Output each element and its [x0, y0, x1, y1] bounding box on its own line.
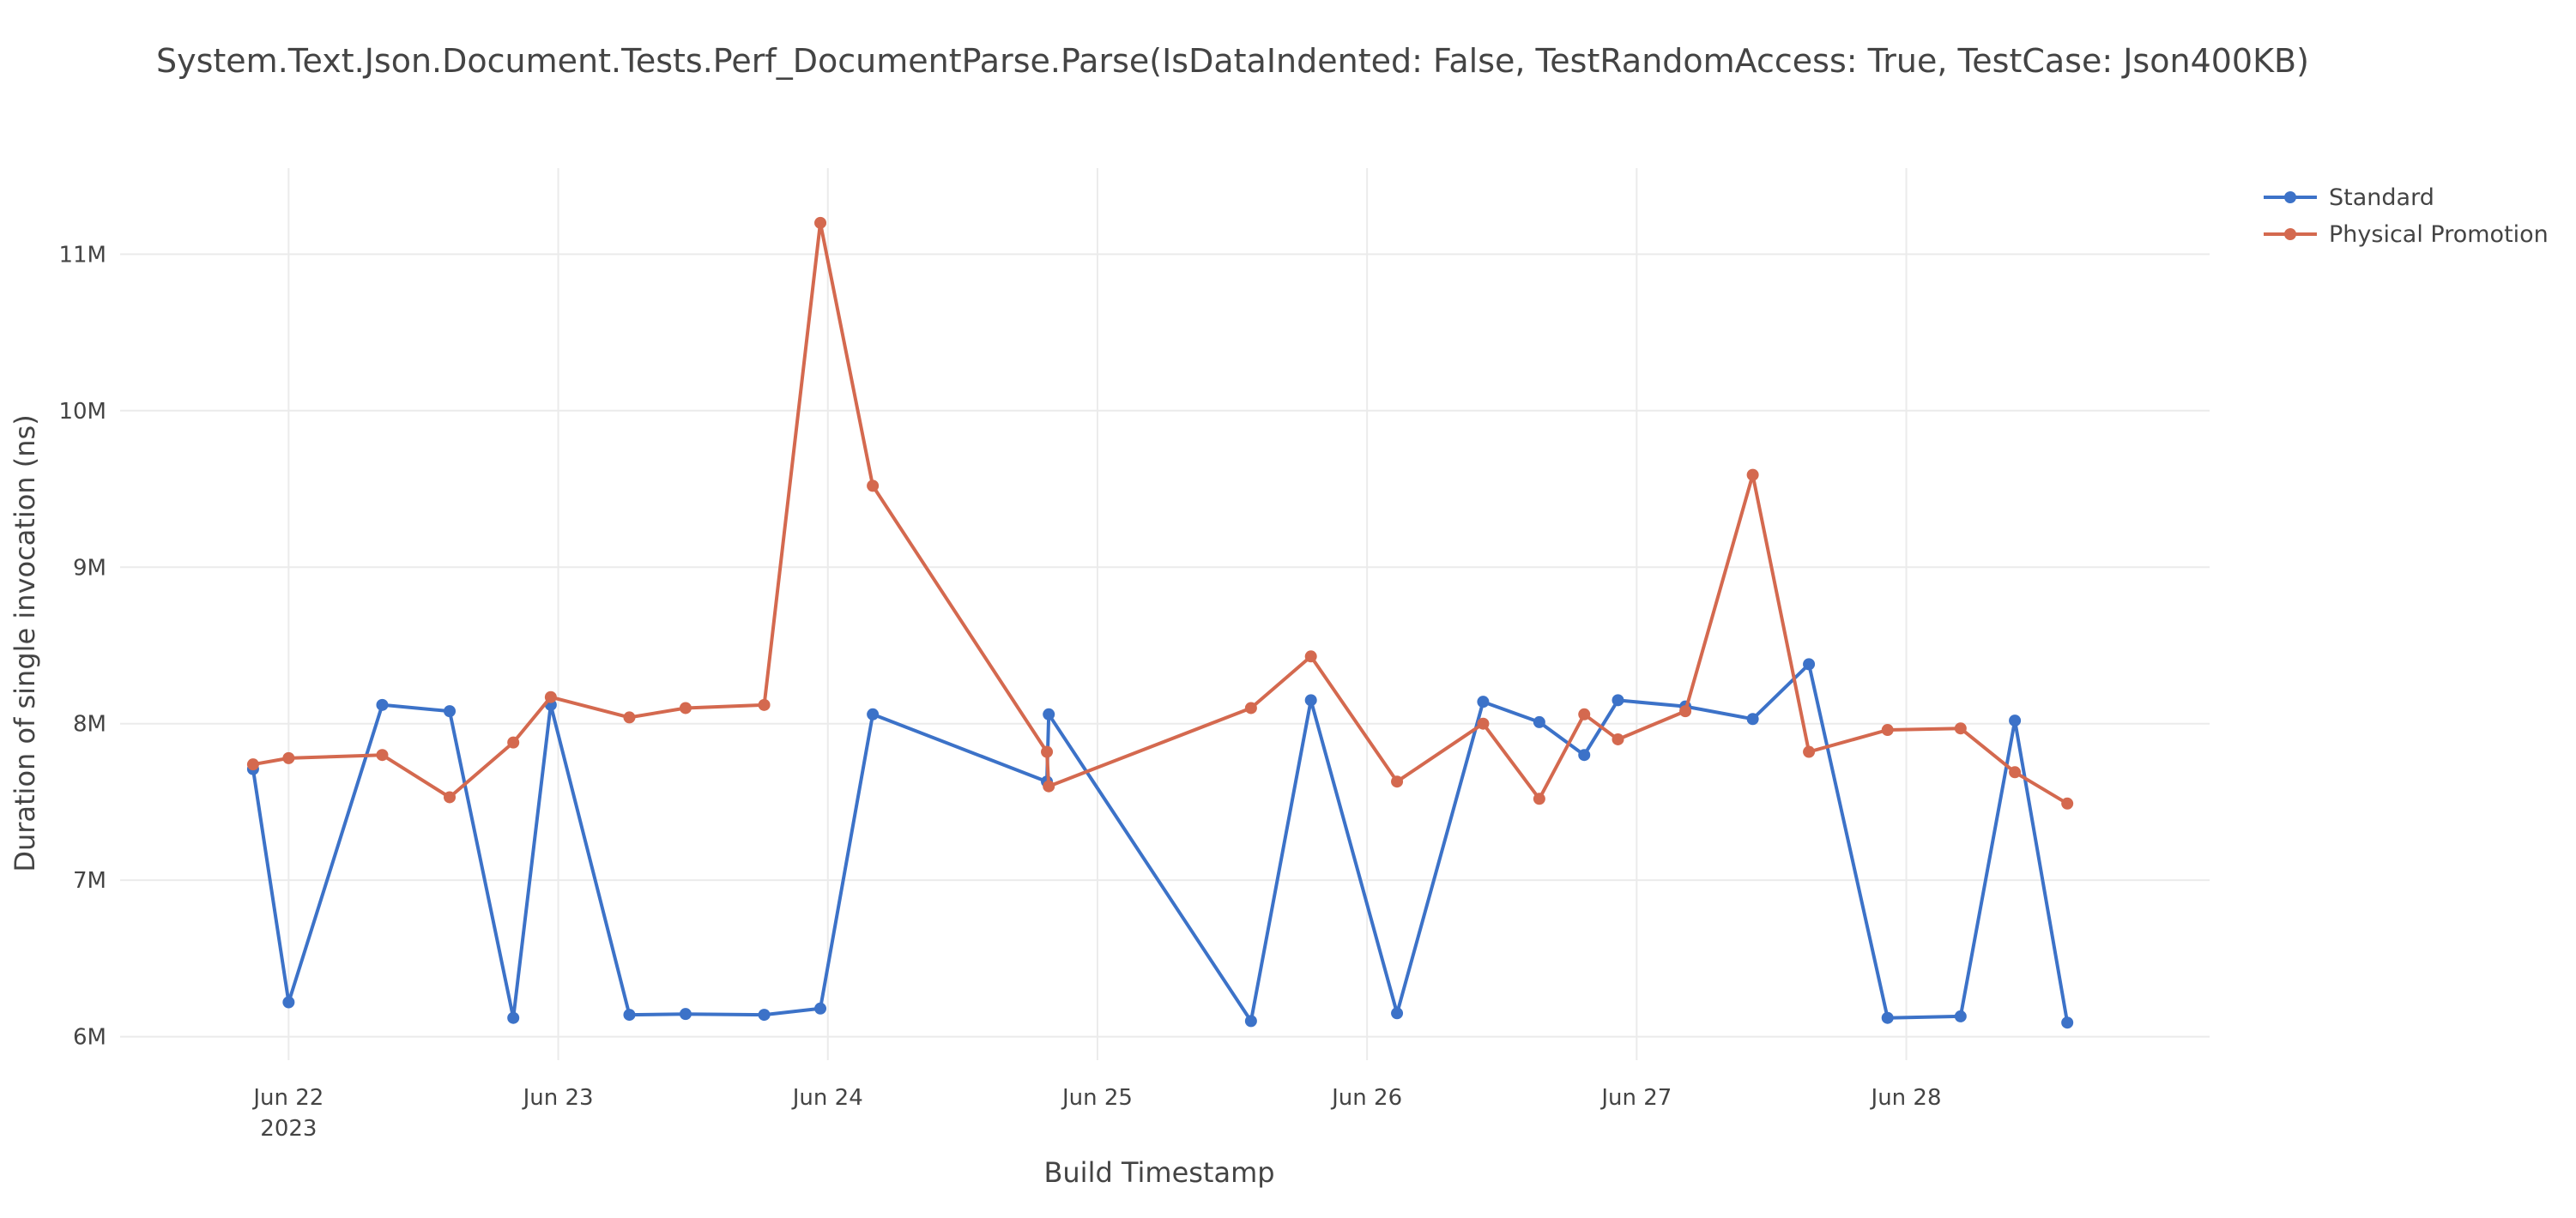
data-point[interactable]	[1043, 780, 1055, 793]
data-point[interactable]	[444, 705, 457, 718]
legend-marker-icon	[2284, 228, 2296, 240]
data-point[interactable]	[1746, 468, 1759, 481]
data-point[interactable]	[1803, 745, 1816, 758]
legend-item[interactable]: Physical Promotion	[2264, 221, 2549, 248]
data-point[interactable]	[1041, 745, 1054, 758]
data-point[interactable]	[1954, 722, 1967, 735]
data-point[interactable]	[679, 1008, 692, 1021]
x-tick-label: Jun 26	[1330, 1085, 1402, 1111]
y-tick-label: 6M	[73, 1025, 106, 1051]
legend-marker-icon	[2284, 191, 2296, 203]
series-standard	[246, 658, 2074, 1029]
data-point[interactable]	[1803, 658, 1816, 671]
data-point[interactable]	[507, 1011, 520, 1024]
x-tick-sublabel: 2023	[260, 1116, 317, 1142]
series-line	[251, 662, 2070, 1023]
y-tick-label: 7M	[73, 868, 106, 894]
data-point[interactable]	[444, 791, 457, 804]
data-point[interactable]	[814, 1002, 827, 1015]
data-point[interactable]	[282, 751, 295, 764]
data-point[interactable]	[1881, 1011, 1894, 1024]
data-point[interactable]	[1304, 650, 1317, 663]
series-physical-promotion	[246, 216, 2074, 810]
data-point[interactable]	[1746, 713, 1759, 726]
data-point[interactable]	[1578, 708, 1591, 721]
data-point[interactable]	[1244, 1015, 1257, 1028]
x-tick-label: Jun 23	[522, 1085, 594, 1111]
data-point[interactable]	[1533, 793, 1545, 805]
data-point[interactable]	[1954, 1010, 1967, 1022]
data-point[interactable]	[1244, 702, 1257, 715]
data-point[interactable]	[1612, 694, 1624, 707]
data-point[interactable]	[758, 698, 771, 711]
grid	[120, 168, 2210, 1060]
y-tick-label: 11M	[58, 242, 106, 268]
data-point[interactable]	[623, 1009, 636, 1022]
data-point[interactable]	[867, 708, 880, 721]
data-point[interactable]	[1578, 749, 1591, 762]
data-point[interactable]	[544, 690, 557, 703]
data-point[interactable]	[1612, 733, 1624, 745]
y-axis-label: Duration of single invocation (ns)	[9, 414, 41, 871]
y-tick-label: 8M	[73, 712, 106, 738]
y-axis-ticks: 6M 7M 8M 9M 10M 11M	[58, 242, 106, 1050]
data-point[interactable]	[1043, 708, 1055, 721]
data-point[interactable]	[1477, 717, 1490, 730]
data-point[interactable]	[2009, 715, 2022, 727]
data-point[interactable]	[2061, 1016, 2074, 1029]
data-point[interactable]	[1304, 694, 1317, 707]
x-tick-label: Jun 22	[251, 1085, 324, 1111]
x-tick-label: Jun 27	[1599, 1085, 1672, 1111]
legend-label: Standard	[2329, 184, 2434, 211]
data-point[interactable]	[1477, 696, 1490, 708]
data-point[interactable]	[246, 758, 259, 771]
legend-label: Physical Promotion	[2329, 221, 2549, 248]
x-axis-label: Build Timestamp	[1043, 1156, 1274, 1189]
data-point[interactable]	[507, 736, 520, 749]
data-point[interactable]	[623, 711, 636, 724]
data-point[interactable]	[2061, 797, 2074, 810]
x-tick-label: Jun 24	[791, 1085, 863, 1111]
data-point[interactable]	[2009, 766, 2022, 779]
data-point[interactable]	[1679, 705, 1692, 718]
data-point[interactable]	[1881, 724, 1894, 737]
data-point[interactable]	[376, 749, 389, 762]
legend: Standard Physical Promotion	[2264, 184, 2549, 248]
y-tick-label: 9M	[73, 555, 106, 581]
data-point[interactable]	[814, 216, 827, 229]
data-point[interactable]	[282, 996, 295, 1009]
y-tick-label: 10M	[58, 399, 106, 425]
data-point[interactable]	[1391, 775, 1404, 788]
data-point[interactable]	[679, 702, 692, 715]
data-point[interactable]	[758, 1009, 771, 1022]
data-point[interactable]	[867, 479, 880, 492]
data-point[interactable]	[1533, 715, 1545, 728]
series-layer	[246, 216, 2074, 1029]
legend-item[interactable]: Standard	[2264, 184, 2434, 211]
x-axis-ticks: Jun 22 2023 Jun 23 Jun 24 Jun 25 Jun 26 Jun 27…	[251, 1085, 1941, 1142]
series-line	[252, 220, 2069, 805]
data-point[interactable]	[376, 698, 389, 711]
data-point[interactable]	[1391, 1007, 1404, 1020]
chart-title: System.Text.Json.Document.Tests.Perf_Doc…	[156, 42, 2309, 80]
x-tick-label: Jun 25	[1061, 1085, 1133, 1111]
x-tick-label: Jun 28	[1870, 1085, 1942, 1111]
